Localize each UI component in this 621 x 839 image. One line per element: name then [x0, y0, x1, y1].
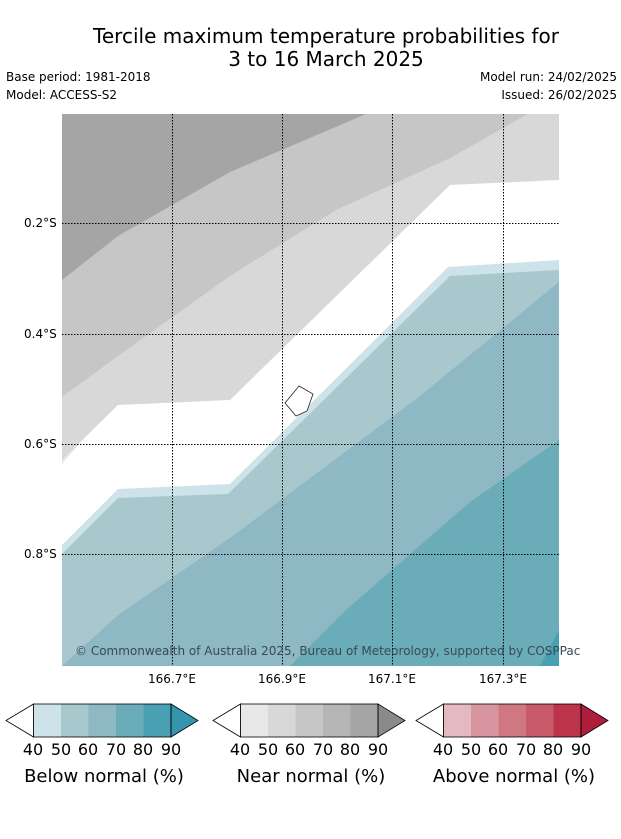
colorbar-low-arrow — [212, 703, 241, 738]
legend-label: Above normal (%) — [432, 766, 596, 787]
tick-label: 80 — [542, 740, 564, 759]
tick-label: 40 — [432, 740, 454, 759]
legend-ticks: 40 50 60 70 80 90 — [4, 740, 204, 760]
tick-label: 50 — [460, 740, 482, 759]
tick-label: 40 — [229, 740, 251, 759]
tick-label: 70 — [515, 740, 537, 759]
colorbar-below — [5, 703, 199, 738]
graticule — [62, 114, 559, 666]
tick-label: 60 — [77, 740, 99, 759]
colorbar-low-arrow — [5, 703, 34, 738]
colorbar-high-arrow — [580, 703, 609, 738]
colorbar-outline — [240, 703, 379, 738]
colorbar-segment — [268, 704, 296, 737]
tick-label: 50 — [50, 740, 72, 759]
colorbar-segment — [471, 704, 499, 737]
lat-label-0: 0.2°S — [24, 216, 57, 230]
tick-label: 90 — [160, 740, 182, 759]
lon-label-3: 167.3°E — [479, 672, 527, 686]
base-period: Base period: 1981-2018 — [6, 70, 151, 84]
lat-label-1: 0.4°S — [24, 327, 57, 341]
colorbar-segment — [240, 704, 268, 737]
colorbar-segment — [443, 704, 471, 737]
legend-above-normal: 40 50 60 70 80 90 Above normal (%) — [414, 700, 614, 787]
near-80-band — [62, 114, 366, 280]
map-title: Tercile maximum temperature probabilitie… — [0, 25, 621, 71]
colorbar-outline — [33, 703, 172, 738]
model-name: Model: ACCESS-S2 — [6, 88, 118, 102]
legend-label: Near normal (%) — [236, 766, 386, 787]
legend-near-normal: 40 50 60 70 80 90 Near normal (%) — [211, 700, 411, 787]
tick-label: 50 — [257, 740, 279, 759]
colorbar-segment — [350, 704, 378, 737]
tick-label: 40 — [22, 740, 44, 759]
title-line-2: 3 to 16 March 2025 — [228, 47, 424, 71]
tick-label: 80 — [339, 740, 361, 759]
tick-label: 60 — [487, 740, 509, 759]
lat-label-3: 0.8°S — [24, 547, 57, 561]
colorbar-high-arrow — [377, 703, 406, 738]
colorbar-segment — [116, 704, 144, 737]
colorbar-segment — [143, 704, 171, 737]
lon-label-0: 166.7°E — [148, 672, 196, 686]
below-80-band — [540, 630, 559, 666]
meta-left: Base period: 1981-2018 Model: ACCESS-S2 — [6, 68, 151, 104]
tick-label: 70 — [105, 740, 127, 759]
tick-label: 90 — [570, 740, 592, 759]
legend-label: Below normal (%) — [24, 766, 184, 787]
colorbar-high-arrow — [170, 703, 199, 738]
colorbar-segment — [295, 704, 323, 737]
colorbar-segment — [553, 704, 581, 737]
below-70-band — [290, 440, 559, 666]
colorbar-segment — [88, 704, 116, 737]
colorbar-low-arrow — [415, 703, 444, 738]
colorbar-segment — [323, 704, 351, 737]
colorbar-segment — [33, 704, 61, 737]
meta-right: Model run: 24/02/2025 Issued: 26/02/2025 — [480, 68, 617, 104]
colorbar-segment — [526, 704, 554, 737]
colorbar-segment — [498, 704, 526, 737]
issued-date: Issued: 26/02/2025 — [501, 88, 617, 102]
tick-label: 90 — [367, 740, 389, 759]
lon-label-2: 167.1°E — [368, 672, 416, 686]
tick-label: 80 — [132, 740, 154, 759]
lon-label-1: 166.9°E — [258, 672, 306, 686]
legend-ticks: 40 50 60 70 80 90 — [211, 740, 411, 760]
colorbar-near — [212, 703, 406, 738]
tick-label: 70 — [312, 740, 334, 759]
legend-ticks: 40 50 60 70 80 90 — [414, 740, 614, 760]
copyright-notice: © Commonwealth of Australia 2025, Bureau… — [75, 644, 580, 658]
map-fill-regions — [62, 114, 559, 666]
island-outline — [284, 385, 314, 417]
legend-below-normal: 40 50 60 70 80 90 Below normal (%) — [4, 700, 204, 787]
tick-label: 60 — [284, 740, 306, 759]
model-run: Model run: 24/02/2025 — [479, 70, 617, 84]
probability-map: © Commonwealth of Australia 2025, Bureau… — [62, 114, 580, 666]
colorbar-above — [415, 703, 609, 738]
colorbar-outline — [443, 703, 582, 738]
colorbar-segment — [61, 704, 89, 737]
lat-label-2: 0.6°S — [24, 437, 57, 451]
title-line-1: Tercile maximum temperature probabilitie… — [93, 24, 559, 48]
